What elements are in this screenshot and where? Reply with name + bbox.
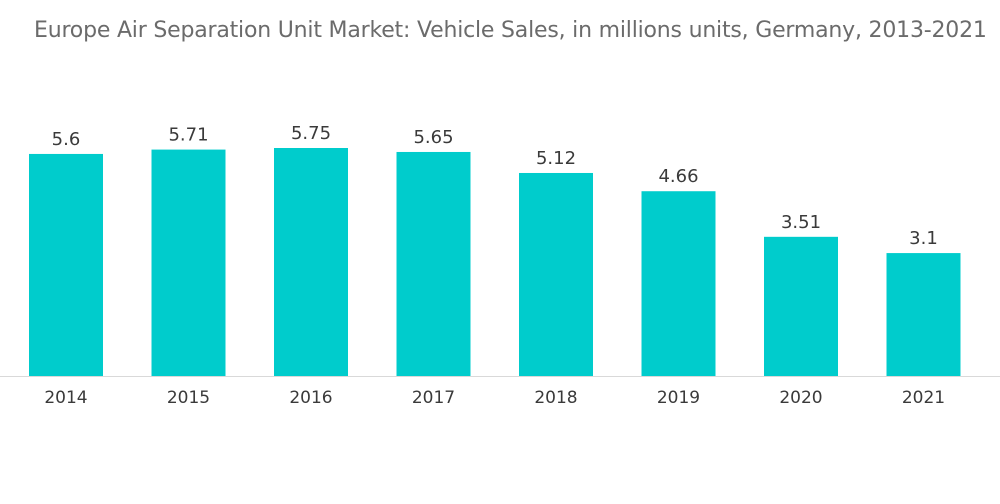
bar-2014 xyxy=(29,153,103,376)
bar-2017 xyxy=(396,151,471,376)
x-tick-label-2015: 2015 xyxy=(167,388,210,408)
value-label-2015: 5.71 xyxy=(168,125,208,146)
bar-2019 xyxy=(641,191,716,376)
chart-title: Europe Air Separation Unit Market: Vehic… xyxy=(34,18,987,43)
value-labels-group: 5.6 5.71 5.75 5.65 5.12 4.66 3.51 3.1 xyxy=(52,123,938,249)
bar-2020 xyxy=(764,236,838,376)
bars-group xyxy=(29,148,961,376)
x-tick-label-2021: 2021 xyxy=(902,388,945,408)
value-label-2021: 3.1 xyxy=(909,228,938,249)
value-label-2020: 3.51 xyxy=(781,212,821,233)
x-tick-labels-group: 2014 2015 2016 2017 2018 2019 2020 2021 xyxy=(44,388,945,408)
x-tick-label-2020: 2020 xyxy=(779,388,822,408)
bar-2018 xyxy=(519,172,593,376)
bar-2016 xyxy=(274,148,348,376)
value-label-2016: 5.75 xyxy=(291,123,331,144)
bar-2015 xyxy=(151,149,226,376)
x-tick-label-2014: 2014 xyxy=(44,388,87,408)
value-label-2014: 5.6 xyxy=(52,129,81,150)
value-label-2019: 4.66 xyxy=(658,166,698,187)
x-tick-label-2018: 2018 xyxy=(534,388,577,408)
x-tick-label-2017: 2017 xyxy=(412,388,455,408)
value-label-2017: 5.65 xyxy=(413,127,453,148)
bar-2021 xyxy=(886,253,961,376)
value-label-2018: 5.12 xyxy=(536,148,576,169)
x-tick-label-2019: 2019 xyxy=(657,388,700,408)
x-tick-label-2016: 2016 xyxy=(289,388,332,408)
